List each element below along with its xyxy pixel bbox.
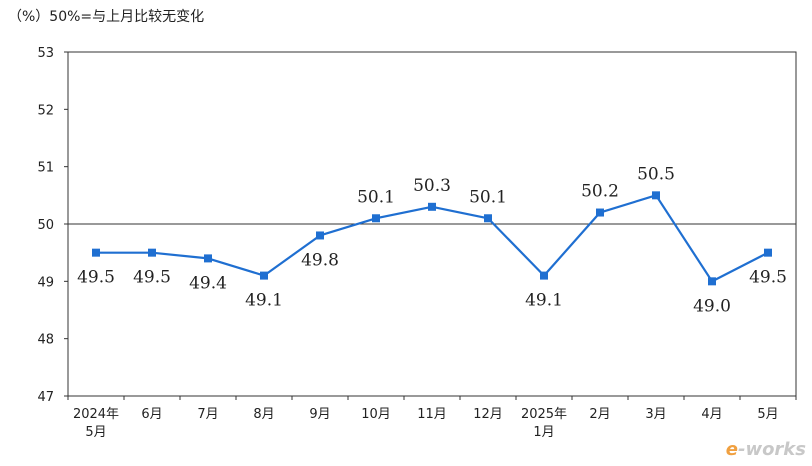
y-tick-label: 53 [37, 46, 54, 61]
x-tick-label: 10月 [361, 407, 391, 422]
data-label: 49.1 [245, 291, 283, 311]
y-tick-label: 49 [37, 275, 54, 290]
chart-title: （%）50%=与上月比较无变化 [8, 9, 205, 25]
data-point [316, 231, 324, 240]
data-point [92, 248, 100, 257]
x-tick-label: 6月 [141, 407, 162, 422]
x-tick-label: 2025年 [521, 407, 567, 422]
data-label: 49.8 [301, 250, 339, 270]
data-point [652, 191, 660, 200]
x-tick-label: 2月 [589, 407, 610, 422]
x-tick-label: 7月 [197, 407, 218, 422]
x-tick-label: 8月 [253, 407, 274, 422]
y-axis: 47 48 49 50 51 52 53 [37, 46, 68, 405]
data-point [596, 208, 604, 217]
x-tick-label: 4月 [701, 407, 722, 422]
data-point [372, 214, 380, 223]
x-tick-label: 5月 [757, 407, 778, 422]
data-label: 50.5 [637, 164, 675, 184]
data-point [708, 277, 716, 286]
x-tick-label: 2024年 [73, 407, 119, 422]
data-point [148, 248, 156, 257]
data-label: 49.5 [749, 268, 787, 288]
x-tick-label: 5月 [85, 425, 106, 440]
x-tick-label: 1月 [533, 425, 554, 440]
y-tick-label: 52 [37, 103, 54, 118]
data-label: 50.1 [469, 187, 507, 207]
x-tick-label: 12月 [473, 407, 503, 422]
data-label: 49.1 [525, 291, 563, 311]
x-tick-label: 11月 [417, 407, 447, 422]
data-label: 50.3 [413, 176, 451, 196]
data-label: 49.5 [77, 268, 115, 288]
data-label: 49.0 [693, 296, 731, 316]
x-tick-label: 9月 [309, 407, 330, 422]
data-point [204, 254, 212, 263]
data-label: 50.1 [357, 187, 395, 207]
x-tick-label: 3月 [645, 407, 666, 422]
data-point [428, 202, 436, 211]
y-tick-label: 48 [37, 333, 54, 348]
y-tick-label: 50 [37, 218, 54, 233]
x-axis: 2024年 5月 6月 7月 8月 9月 10月 11月 12月 2025年 1月 2月 3月 4月 5月 [67, 396, 797, 440]
data-label: 49.4 [189, 273, 227, 293]
eworks-watermark-logo: e-works [725, 439, 806, 460]
y-tick-label: 47 [37, 390, 54, 405]
data-point [764, 248, 772, 257]
data-point [260, 271, 268, 280]
plot-area: 49.5 49.5 49.4 49.1 49.8 50.1 50.3 50.1 49.1 50.2… [67, 51, 797, 397]
data-point [540, 271, 548, 280]
data-label: 50.2 [581, 182, 619, 202]
y-tick-label: 51 [37, 161, 54, 176]
data-label: 49.5 [133, 268, 171, 288]
data-point [484, 214, 492, 223]
